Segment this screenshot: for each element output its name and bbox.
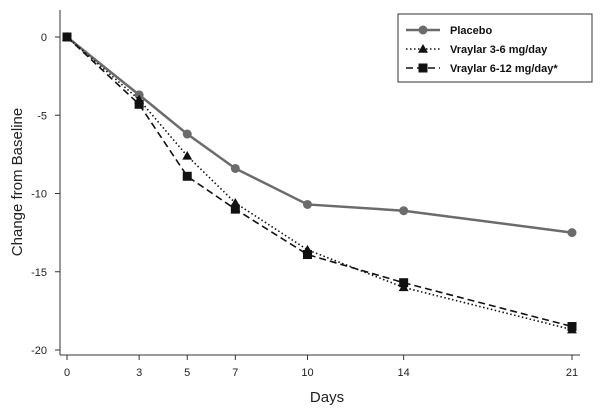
data-point — [182, 171, 192, 181]
y-tick-label: -10 — [31, 189, 47, 201]
legend-label: Vraylar 6-12 mg/day* — [450, 63, 558, 75]
axes — [59, 10, 580, 356]
x-tick-label: 7 — [232, 367, 238, 379]
data-point — [567, 228, 577, 238]
data-point — [134, 94, 145, 104]
y-tick-label: 0 — [41, 32, 47, 44]
y-tick-label: -20 — [31, 345, 47, 357]
y-tick-label: -5 — [37, 110, 47, 122]
data-point — [399, 206, 409, 216]
legend-marker — [418, 44, 428, 53]
x-tick-label: 5 — [184, 367, 190, 379]
legend-item: Vraylar 3-6 mg/day — [406, 44, 548, 56]
x-tick-label: 10 — [301, 367, 313, 379]
data-point — [302, 250, 312, 260]
x-axis-title: Days — [310, 389, 344, 406]
data-point — [567, 324, 577, 334]
legend-marker — [418, 25, 428, 35]
x-tick-label: 0 — [64, 367, 70, 379]
x-tick-label: 3 — [136, 367, 142, 379]
data-point — [182, 150, 193, 160]
data-point — [302, 199, 312, 209]
legend-marker — [418, 63, 428, 73]
legend-label: Vraylar 3-6 mg/day — [450, 44, 548, 56]
data-point — [230, 197, 241, 207]
ticks: 0 3 5 7 10 14 21 0 -5 -10 -15 -20 — [31, 32, 578, 379]
data-point — [302, 244, 313, 254]
series-layer — [62, 32, 577, 334]
x-tick-label: 21 — [566, 367, 578, 379]
x-tick-label: 14 — [398, 367, 410, 379]
series-triangle — [62, 32, 577, 334]
legend-item: Placebo — [406, 25, 492, 37]
data-point — [230, 204, 240, 214]
data-point — [134, 99, 144, 109]
data-point — [62, 32, 72, 41]
data-point — [398, 282, 409, 292]
y-tick-label: -15 — [31, 267, 47, 279]
data-point — [230, 163, 240, 173]
y-axis-title: Change from Baseline — [9, 108, 26, 256]
legend: Placebo Vraylar 3-6 mg/day Vraylar 6-12 mg… — [397, 13, 593, 83]
legend-label: Placebo — [450, 25, 492, 37]
legend-box — [397, 13, 593, 83]
legend-item: Vraylar 6-12 mg/day* — [406, 63, 558, 75]
data-point — [182, 129, 192, 139]
